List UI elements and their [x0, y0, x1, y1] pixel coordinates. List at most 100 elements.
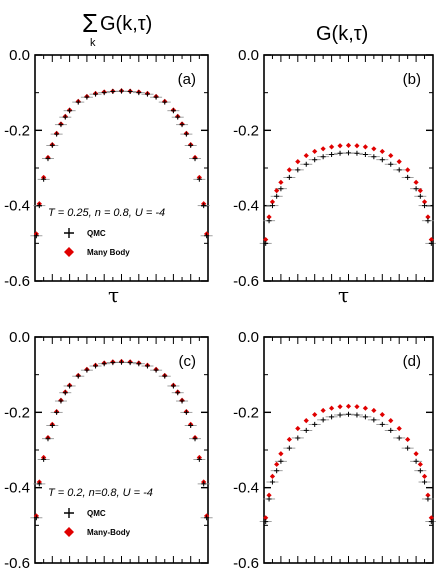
qmc-point — [144, 91, 150, 97]
left-title-sub: k — [90, 37, 96, 49]
qmc-point — [278, 458, 284, 464]
legend-qmc-marker — [64, 508, 74, 518]
many-body-point — [274, 188, 280, 194]
many-body-point — [312, 148, 318, 155]
qmc-point — [274, 468, 280, 474]
qmc-point — [428, 519, 434, 525]
many-body-point — [337, 143, 343, 149]
qmc-point — [295, 167, 301, 173]
panel-d: 0.0 -0.2 -0.4 -0.6 (d) — [233, 329, 436, 572]
qmc-point — [312, 157, 318, 163]
y-tick-label: -0.4 — [233, 480, 259, 497]
qmc-point — [329, 414, 335, 420]
qmc-point — [274, 193, 280, 199]
qmc-point — [303, 427, 309, 433]
qmc-point — [428, 240, 434, 246]
qmc-point — [119, 359, 124, 365]
qmc-point — [45, 156, 51, 162]
qmc-point — [144, 363, 150, 369]
qmc-point — [175, 114, 181, 120]
qmc-point — [425, 496, 431, 502]
qmc-point — [312, 421, 318, 427]
qmc-point — [183, 131, 189, 137]
many-body-point — [345, 142, 352, 148]
qmc-point — [269, 479, 275, 485]
y-tick-label: -0.6 — [4, 273, 30, 290]
qmc-point — [417, 468, 423, 474]
many-body-point — [269, 473, 276, 479]
y-tick-label: -0.6 — [233, 273, 259, 290]
many-body-point — [312, 411, 318, 418]
qmc-point — [295, 435, 301, 441]
many-body-point — [405, 167, 411, 173]
qmc-point — [379, 157, 385, 163]
many-body-point — [320, 407, 326, 414]
qmc-point — [49, 142, 55, 148]
many-body-point — [417, 461, 423, 467]
qmc-point — [329, 151, 335, 157]
qmc-point — [204, 233, 210, 239]
many-body-point — [263, 515, 269, 521]
many-body-point — [337, 404, 343, 410]
qmc-point — [192, 436, 198, 442]
many-body-point — [428, 236, 434, 243]
many-body-point — [269, 199, 276, 205]
qmc-point — [84, 367, 90, 373]
y-tick-label: -0.2 — [4, 404, 30, 421]
qmc-point — [110, 360, 116, 366]
many-body-point — [421, 473, 428, 479]
qmc-point — [354, 150, 360, 156]
qmc-point — [75, 373, 81, 379]
y-tick-label: -0.2 — [233, 122, 259, 139]
many-body-point — [345, 403, 352, 409]
qmc-point — [153, 94, 159, 100]
many-body-point — [388, 418, 394, 424]
panel-label: (b) — [403, 71, 421, 88]
qmc-point — [263, 240, 269, 246]
qmc-point — [201, 203, 207, 209]
right-column-title: G(k,τ) — [316, 23, 368, 45]
qmc-point — [266, 218, 272, 224]
qmc-point — [405, 174, 411, 180]
qmc-point — [263, 519, 269, 525]
qmc-point — [354, 412, 360, 418]
many-body-point — [362, 405, 368, 411]
qmc-point — [388, 161, 394, 167]
many-body-point — [286, 167, 292, 173]
qmc-point — [62, 390, 68, 396]
y-tick-label: 0.0 — [9, 329, 30, 346]
many-body-point — [295, 158, 301, 165]
qmc-point — [110, 89, 116, 95]
y-tick-label: -0.6 — [233, 555, 259, 572]
qmc-point — [269, 203, 275, 209]
qmc-point — [396, 167, 402, 173]
many-body-point — [329, 144, 335, 150]
many-body-point — [303, 418, 309, 424]
qmc-point — [371, 154, 377, 160]
y-tick-label: 0.0 — [238, 47, 259, 64]
qmc-point — [36, 481, 42, 487]
qmc-point — [136, 90, 142, 96]
qmc-point — [286, 445, 292, 451]
qmc-point — [162, 373, 168, 379]
parameter-annotation: T = 0.2, n=0.8, U = -4 — [48, 487, 153, 499]
qmc-point — [41, 176, 47, 182]
qmc-point — [396, 435, 402, 441]
qmc-point — [320, 154, 326, 160]
qmc-point — [192, 156, 198, 162]
y-tick-label: 0.0 — [238, 329, 259, 346]
many-body-point — [263, 236, 269, 243]
qmc-point — [162, 99, 168, 105]
many-body-point — [428, 515, 434, 521]
qmc-point — [170, 383, 176, 389]
many-body-point — [266, 492, 272, 498]
qmc-point — [196, 456, 202, 462]
qmc-point — [93, 363, 99, 369]
qmc-point — [119, 88, 124, 94]
legend-qmc-label: QMC — [87, 229, 106, 238]
panel-b: 0.0 -0.2 -0.4 -0.6 (b) — [233, 47, 436, 290]
many-body-point — [362, 144, 368, 150]
panel-c: 0.0 -0.2 -0.4 -0.6 (c) T = 0.2, n=0.8, U = -4… — [4, 329, 213, 572]
qmc-point — [362, 414, 368, 420]
